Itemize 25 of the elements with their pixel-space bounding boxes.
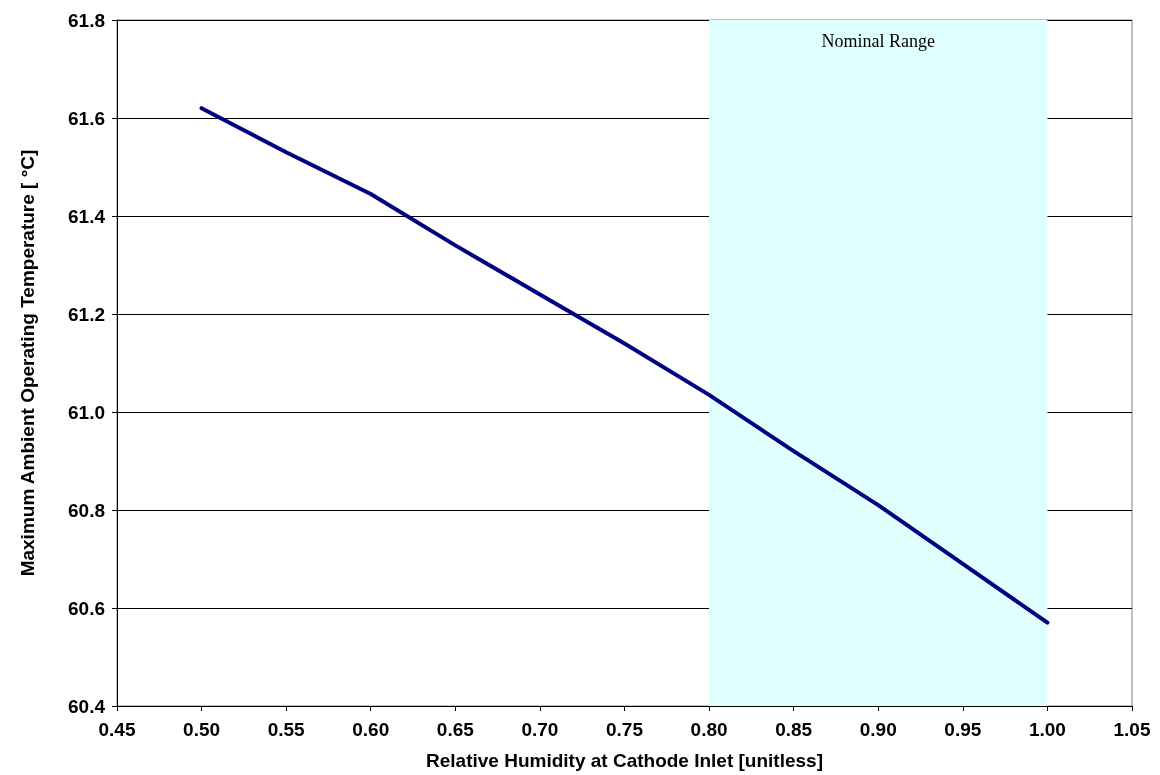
y-tick-label: 60.8: [68, 499, 105, 521]
x-axis-title: Relative Humidity at Cathode Inlet [unitless]: [426, 750, 823, 771]
y-tick-label: 61.0: [68, 401, 105, 423]
y-tick-label: 61.4: [68, 205, 106, 227]
y-tick-label: 61.6: [68, 107, 105, 129]
y-tick-label: 61.2: [68, 303, 105, 325]
y-tick-label: 60.6: [68, 597, 105, 619]
x-tick-label: 0.85: [775, 719, 813, 740]
x-tick-label: 0.75: [606, 719, 644, 740]
x-tick-label: 0.60: [352, 719, 390, 740]
y-tick-label: 60.4: [68, 695, 106, 717]
x-tick-label: 0.80: [690, 719, 728, 740]
y-axis-title: Maximum Ambient Operating Temperature [ °C]: [17, 149, 38, 577]
x-tick-label: 0.55: [267, 719, 306, 740]
line-series: [199, 106, 1050, 625]
x-tick-label: 0.70: [521, 719, 559, 740]
y-tick-label: 61.8: [68, 9, 105, 31]
x-tick-label: 0.65: [436, 719, 475, 740]
x-tick-label: 0.50: [183, 719, 221, 740]
x-tick-label: 1.05: [1113, 719, 1151, 740]
band-label: Nominal Range: [821, 31, 935, 51]
x-tick-label: 0.95: [944, 719, 982, 740]
x-tick-label: 0.90: [859, 719, 897, 740]
x-tick-label: 0.45: [98, 719, 136, 740]
x-tick-label: 1.00: [1028, 719, 1066, 740]
